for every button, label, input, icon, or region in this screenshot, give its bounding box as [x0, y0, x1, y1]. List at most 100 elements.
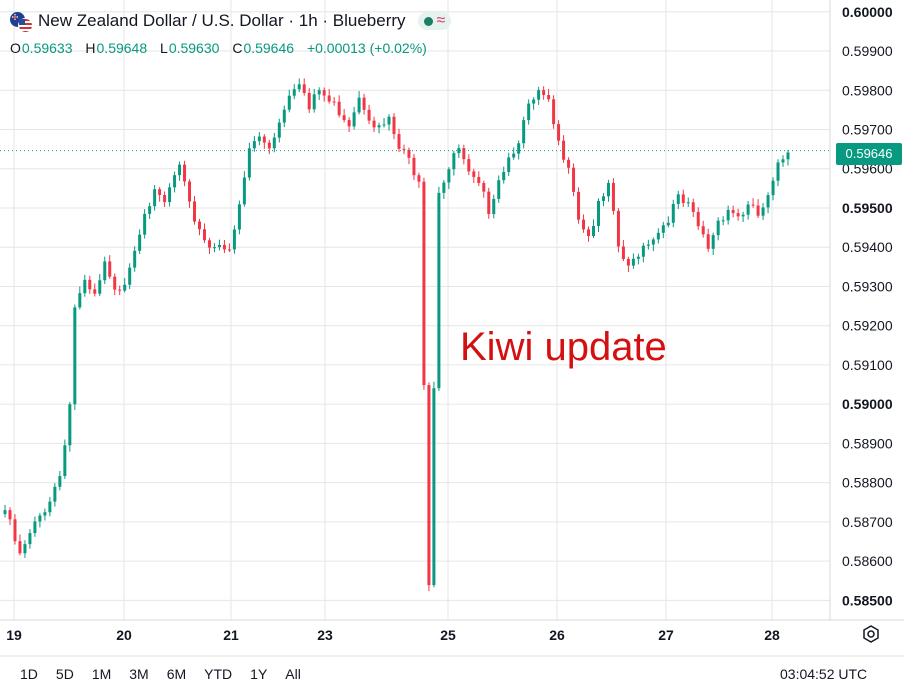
candle-body — [477, 176, 481, 184]
candle-body — [367, 109, 371, 121]
candle-body — [193, 201, 197, 222]
candle-body — [611, 182, 615, 211]
range-1d[interactable]: 1D — [20, 666, 38, 682]
candle-body — [3, 510, 7, 515]
x-tick-label: 23 — [317, 627, 333, 643]
candle-body — [631, 258, 635, 266]
y-tick-label: 0.58500 — [842, 592, 893, 608]
settings-gear-icon[interactable] — [861, 624, 881, 644]
candle-body — [158, 189, 162, 196]
candle-body — [113, 276, 117, 290]
candle-body — [207, 240, 211, 248]
candle-body — [13, 519, 17, 542]
candle-body — [681, 194, 685, 204]
candles — [3, 78, 790, 592]
range-6m[interactable]: 6M — [166, 666, 187, 682]
symbol-title[interactable]: New Zealand Dollar / U.S. Dollar · 1h · … — [38, 11, 406, 30]
y-tick-label: 0.59400 — [842, 239, 893, 255]
candle-body — [227, 249, 231, 251]
time-axis[interactable]: 19 20 21 23 25 26 27 28 — [6, 627, 780, 643]
candle-body — [651, 239, 655, 245]
status-group[interactable]: ≈ — [417, 12, 452, 30]
candle-body — [307, 92, 311, 110]
candle-body — [53, 486, 57, 502]
range-ytd[interactable]: YTD — [204, 666, 233, 682]
candle-body — [621, 246, 625, 259]
candle-body — [786, 152, 790, 160]
low-label: L — [160, 40, 168, 56]
candle-body — [352, 112, 356, 127]
range-5d[interactable]: 5D — [55, 666, 74, 682]
candle-body — [202, 229, 206, 241]
candle-body — [626, 258, 630, 266]
price-axis[interactable]: 0.600000.599000.598000.597000.596000.595… — [842, 4, 893, 609]
candle-body — [292, 89, 296, 96]
candle-body — [317, 90, 321, 95]
candle-body — [183, 164, 187, 182]
candle-body — [756, 205, 760, 216]
candle-body — [437, 192, 441, 389]
candle-body — [83, 279, 87, 294]
high-label: H — [85, 40, 96, 56]
candle-body — [726, 209, 730, 221]
candle-body — [18, 541, 22, 554]
candle-body — [746, 204, 750, 215]
candle-body — [68, 404, 72, 446]
candle-body — [656, 232, 660, 240]
candle-body — [247, 148, 251, 178]
candle-body — [542, 90, 546, 95]
candle-body — [282, 109, 286, 123]
candle-body — [751, 204, 755, 206]
candle-body — [671, 203, 675, 223]
candle-body — [217, 244, 221, 248]
candle-body — [267, 142, 271, 149]
y-tick-label: 0.59700 — [842, 121, 893, 137]
range-1m[interactable]: 1M — [91, 666, 112, 682]
range-1y[interactable]: 1Y — [250, 666, 268, 682]
candle-body — [412, 157, 416, 176]
candle-body — [93, 289, 97, 294]
candle-body — [43, 512, 47, 516]
range-all[interactable]: All — [285, 666, 301, 682]
y-tick-label: 0.58800 — [842, 475, 893, 491]
candle-body — [711, 235, 715, 249]
candle-body — [427, 385, 431, 586]
candle-body — [517, 143, 521, 154]
y-tick-label: 0.59800 — [842, 82, 893, 98]
candle-body — [591, 225, 595, 237]
candle-body — [332, 101, 336, 103]
candle-body — [721, 220, 725, 222]
utc-clock[interactable]: 03:04:52 UTC — [780, 666, 868, 682]
candle-body — [123, 284, 127, 291]
close-label: C — [232, 40, 243, 56]
x-tick-label: 27 — [658, 627, 674, 643]
candle-body — [761, 207, 765, 216]
candle-body — [143, 213, 147, 235]
candle-body — [103, 261, 107, 281]
candle-body — [38, 515, 42, 522]
close-value: 0.59646 — [243, 40, 295, 56]
candle-body — [706, 234, 710, 249]
symbol-header[interactable]: New Zealand Dollar / U.S. Dollar · 1h · … — [10, 10, 452, 33]
open-label: O — [10, 40, 21, 56]
candle-body — [701, 226, 705, 235]
candle-body — [562, 140, 566, 160]
range-3m[interactable]: 3M — [129, 666, 149, 682]
candle-body — [88, 279, 92, 290]
annotation-text[interactable]: Kiwi update — [460, 325, 667, 369]
candle-body — [522, 120, 526, 144]
candle-body — [606, 182, 610, 197]
candle-body — [387, 116, 391, 125]
candle-body — [362, 97, 366, 110]
x-tick-label: 25 — [440, 627, 456, 643]
candle-body — [587, 229, 591, 237]
candle-body — [457, 148, 461, 154]
candle-body — [252, 141, 256, 149]
candle-body — [741, 214, 745, 217]
y-tick-label: 0.58600 — [842, 553, 893, 569]
candle-body — [198, 221, 202, 230]
candle-body — [322, 90, 326, 96]
ohlc-legend: O0.59633 H0.59648 L0.59630 C0.59646 +0.0… — [10, 40, 428, 56]
